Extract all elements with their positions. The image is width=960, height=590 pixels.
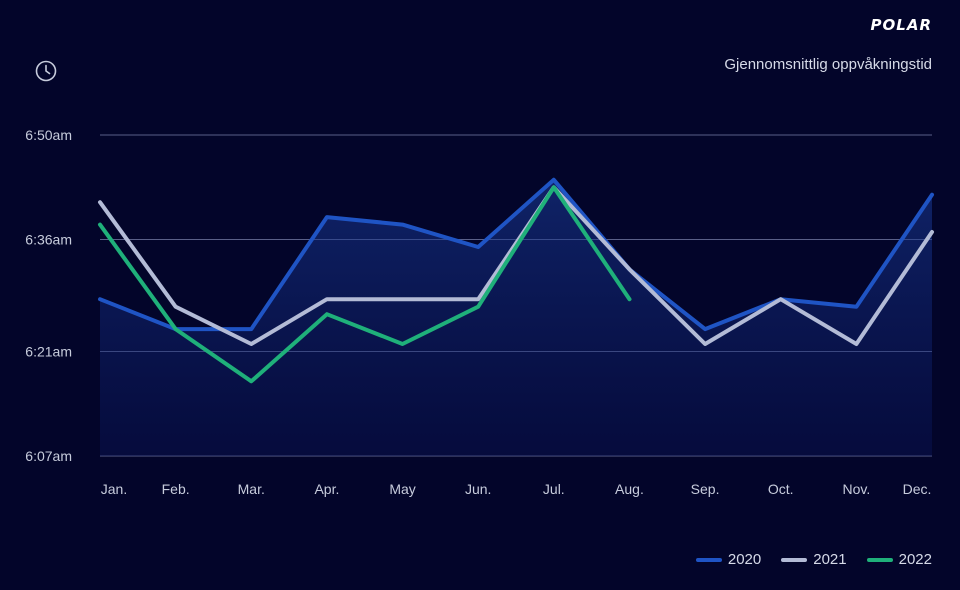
- y-tick-label: 6:21am: [25, 343, 72, 359]
- x-tick-label: Mar.: [238, 481, 265, 497]
- legend-item-2022: 2022: [866, 551, 932, 568]
- x-tick-label: Apr.: [314, 481, 339, 497]
- series-line-2022: [98, 185, 632, 384]
- legend-label: 2022: [898, 551, 932, 568]
- series-line-2020: [98, 177, 934, 332]
- legend-label: 2020: [727, 551, 762, 568]
- polar-logo: POLAR: [871, 16, 932, 34]
- x-tick-label: Oct.: [768, 481, 794, 497]
- legend-item-2021: 2021: [781, 551, 847, 568]
- y-tick-label: 6:36am: [25, 232, 72, 248]
- y-tick-label: 6:07am: [25, 448, 72, 464]
- x-tick-label: Jun.: [465, 481, 491, 497]
- legend-swatch: [866, 557, 893, 562]
- x-tick-label: Sep.: [691, 481, 720, 497]
- x-tick-label: Jan.: [101, 481, 127, 497]
- x-tick-label: Aug.: [615, 481, 644, 497]
- y-tick-label: 6:50am: [25, 127, 72, 143]
- legend-swatch: [695, 557, 722, 562]
- x-tick-label: Jul.: [543, 481, 565, 497]
- x-tick-label: Feb.: [162, 481, 190, 497]
- legend-swatch: [781, 557, 808, 562]
- x-tick-label: Nov.: [842, 481, 870, 497]
- legend: 2020 2021 2022: [695, 551, 932, 568]
- series-line-2021: [98, 185, 934, 346]
- legend-item-2020: 2020: [695, 551, 762, 568]
- clock-icon: [35, 60, 57, 87]
- chart-title: Gjennomsnittlig oppvåkningstid: [724, 56, 932, 73]
- legend-label: 2021: [813, 551, 847, 568]
- series-area-2020: [100, 179, 932, 457]
- logo-text: POLAR: [870, 16, 932, 34]
- x-tick-label: Dec.: [903, 481, 932, 497]
- x-tick-label: May: [389, 481, 415, 497]
